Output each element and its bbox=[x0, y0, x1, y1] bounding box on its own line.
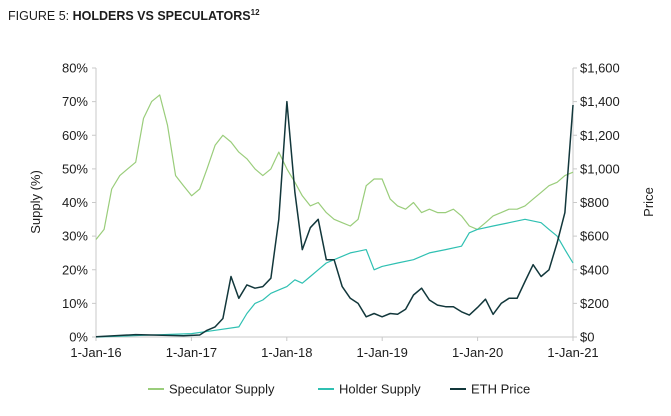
eth-price-line bbox=[95, 100, 574, 338]
y2-tick-label: $400 bbox=[580, 262, 609, 277]
y2-tick-label: $1,200 bbox=[580, 128, 620, 143]
eth-price-legend-label: ETH Price bbox=[471, 382, 530, 397]
series-lines bbox=[95, 94, 574, 338]
y2-tick-label: $800 bbox=[580, 195, 609, 210]
y-tick-labels: 0% 10% 20% 30% 40% 50% 60% 70% 80% bbox=[62, 61, 96, 345]
figure-title: FIGURE 5: HOLDERS VS SPECULATORS12 bbox=[8, 8, 260, 23]
y-tick-label: 30% bbox=[62, 229, 88, 244]
y2-tick-label: $1,600 bbox=[580, 61, 620, 76]
y2-axis-label: Price bbox=[641, 187, 656, 217]
y-tick-label: 70% bbox=[62, 94, 88, 109]
axes bbox=[95, 68, 574, 338]
y2-tick-labels: $0 $200 $400 $600 $800 $1,000 $1,200 $1,400 $1,6… bbox=[573, 61, 620, 345]
x-tick-label: 1-Jan-17 bbox=[166, 345, 217, 360]
y-tick-label: 40% bbox=[62, 195, 88, 210]
speculator-supply-legend-label: Speculator Supply bbox=[169, 382, 275, 397]
y-tick-label: 20% bbox=[62, 262, 88, 277]
y2-tick-label: $600 bbox=[580, 229, 609, 244]
footnote-marker: 12 bbox=[250, 8, 260, 17]
y-axis-label: Supply (%) bbox=[28, 170, 43, 234]
holder-supply-line bbox=[95, 218, 574, 338]
x-tick-label: 1-Jan-16 bbox=[70, 345, 121, 360]
y-tick-label: 50% bbox=[62, 161, 88, 176]
x-tick-label: 1-Jan-21 bbox=[547, 345, 598, 360]
speculator-supply-line bbox=[95, 94, 574, 240]
holder-supply-legend-label: Holder Supply bbox=[339, 382, 421, 397]
y-tick-label: 60% bbox=[62, 128, 88, 143]
y2-tick-label: $1,400 bbox=[580, 94, 620, 109]
y-tick-label: 10% bbox=[62, 296, 88, 311]
x-tick-label: 1-Jan-18 bbox=[261, 345, 312, 360]
y2-tick-label: $200 bbox=[580, 296, 609, 311]
x-tick-label: 1-Jan-20 bbox=[452, 345, 503, 360]
y-tick-label: 0% bbox=[69, 330, 88, 345]
x-tick-label: 1-Jan-19 bbox=[357, 345, 408, 360]
figure-title-text: HOLDERS VS SPECULATORS bbox=[72, 9, 251, 24]
y-tick-label: 80% bbox=[62, 61, 88, 76]
y2-tick-label: $1,000 bbox=[580, 161, 620, 176]
legend: Speculator Supply Holder Supply ETH Price bbox=[148, 382, 530, 397]
x-tick-labels: 1-Jan-16 1-Jan-17 1-Jan-18 1-Jan-19 1-Jan-20… bbox=[70, 337, 599, 360]
figure-prefix: FIGURE 5: bbox=[8, 9, 73, 24]
y2-tick-label: $0 bbox=[580, 330, 594, 345]
